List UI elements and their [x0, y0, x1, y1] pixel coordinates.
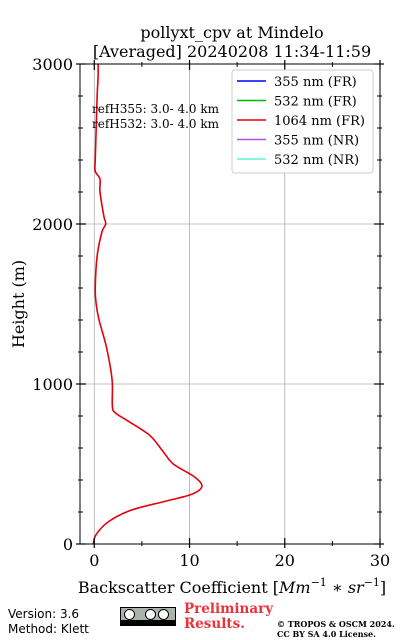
x-axis-label-exp2: −1 — [364, 576, 380, 589]
legend-label-355-nm-nr: 355 nm (NR) — [274, 134, 359, 149]
x-tick-label: 0 — [89, 551, 99, 570]
legend-label-355-nm-fr: 355 nm (FR) — [274, 75, 357, 90]
copyright-line2: CC BY SA 4.0 License. — [277, 629, 376, 639]
version-text: Version: 3.6 — [8, 607, 80, 621]
ticks-layer: 0 10 20 30 0 1000 2000 3000 — [32, 55, 390, 570]
y-tick-label: 3000 — [32, 55, 73, 74]
x-axis-label-mid: ∗ — [327, 578, 348, 597]
cc-bar — [121, 620, 175, 625]
y-tick-label: 1000 — [32, 375, 73, 394]
chart-subtitle: [Averaged] 20240208 11:34-11:59 — [93, 42, 371, 61]
preliminary-line2: Results. — [184, 616, 245, 632]
series-layer — [92, 63, 203, 545]
copyright-notice: © TROPOS & OSCM 2024. CC BY SA 4.0 Licen… — [277, 619, 395, 639]
x-tick-label: 10 — [179, 551, 199, 570]
sa-circle-icon — [158, 609, 169, 620]
copyright-line1: © TROPOS & OSCM 2024. — [277, 619, 395, 629]
x-axis-label-unit2: sr — [348, 578, 365, 597]
annotation-refh532: refH532: 3.0- 4.0 km — [92, 117, 220, 131]
annotation-refh355: refH355: 3.0- 4.0 km — [92, 102, 220, 116]
x-axis-label-exp1: −1 — [311, 576, 327, 589]
by-circle-icon — [145, 609, 156, 620]
legend-label-532-nm-nr: 532 nm (NR) — [274, 153, 359, 168]
legend-label-532-nm-fr: 532 nm (FR) — [274, 95, 357, 110]
x-axis-label-unit: Mm — [278, 578, 311, 597]
chart-title: pollyxt_cpv at Mindelo — [140, 23, 323, 42]
y-tick-label: 2000 — [32, 215, 73, 234]
method-text: Method: Klett — [8, 622, 89, 636]
preliminary-results-label: Preliminary Results. — [184, 602, 273, 632]
x-axis-label-text: Backscatter Coefficient [ — [78, 578, 279, 597]
legend-label-1064-nm-fr: 1064 nm (FR) — [274, 114, 365, 129]
cc-circle-icon — [124, 609, 135, 620]
legend-box — [231, 69, 374, 174]
preliminary-line1: Preliminary — [184, 601, 274, 617]
series-line-1064nm-fr — [92, 63, 203, 545]
legend: 355 nm (FR) 532 nm (FR) 1064 nm (FR) 355 nm… — [231, 69, 374, 174]
x-tick-label: 20 — [275, 551, 295, 570]
y-axis-label: Height (m) — [9, 260, 28, 348]
x-tick-label: 30 — [370, 551, 390, 570]
cc-license-icon — [120, 607, 176, 626]
x-axis-label-close: ] — [380, 578, 386, 597]
plot-frame — [79, 63, 381, 545]
y-tick-label: 0 — [63, 535, 73, 554]
x-axis-label: Backscatter Coefficient [Mm−1 ∗ sr−1] — [78, 576, 386, 597]
